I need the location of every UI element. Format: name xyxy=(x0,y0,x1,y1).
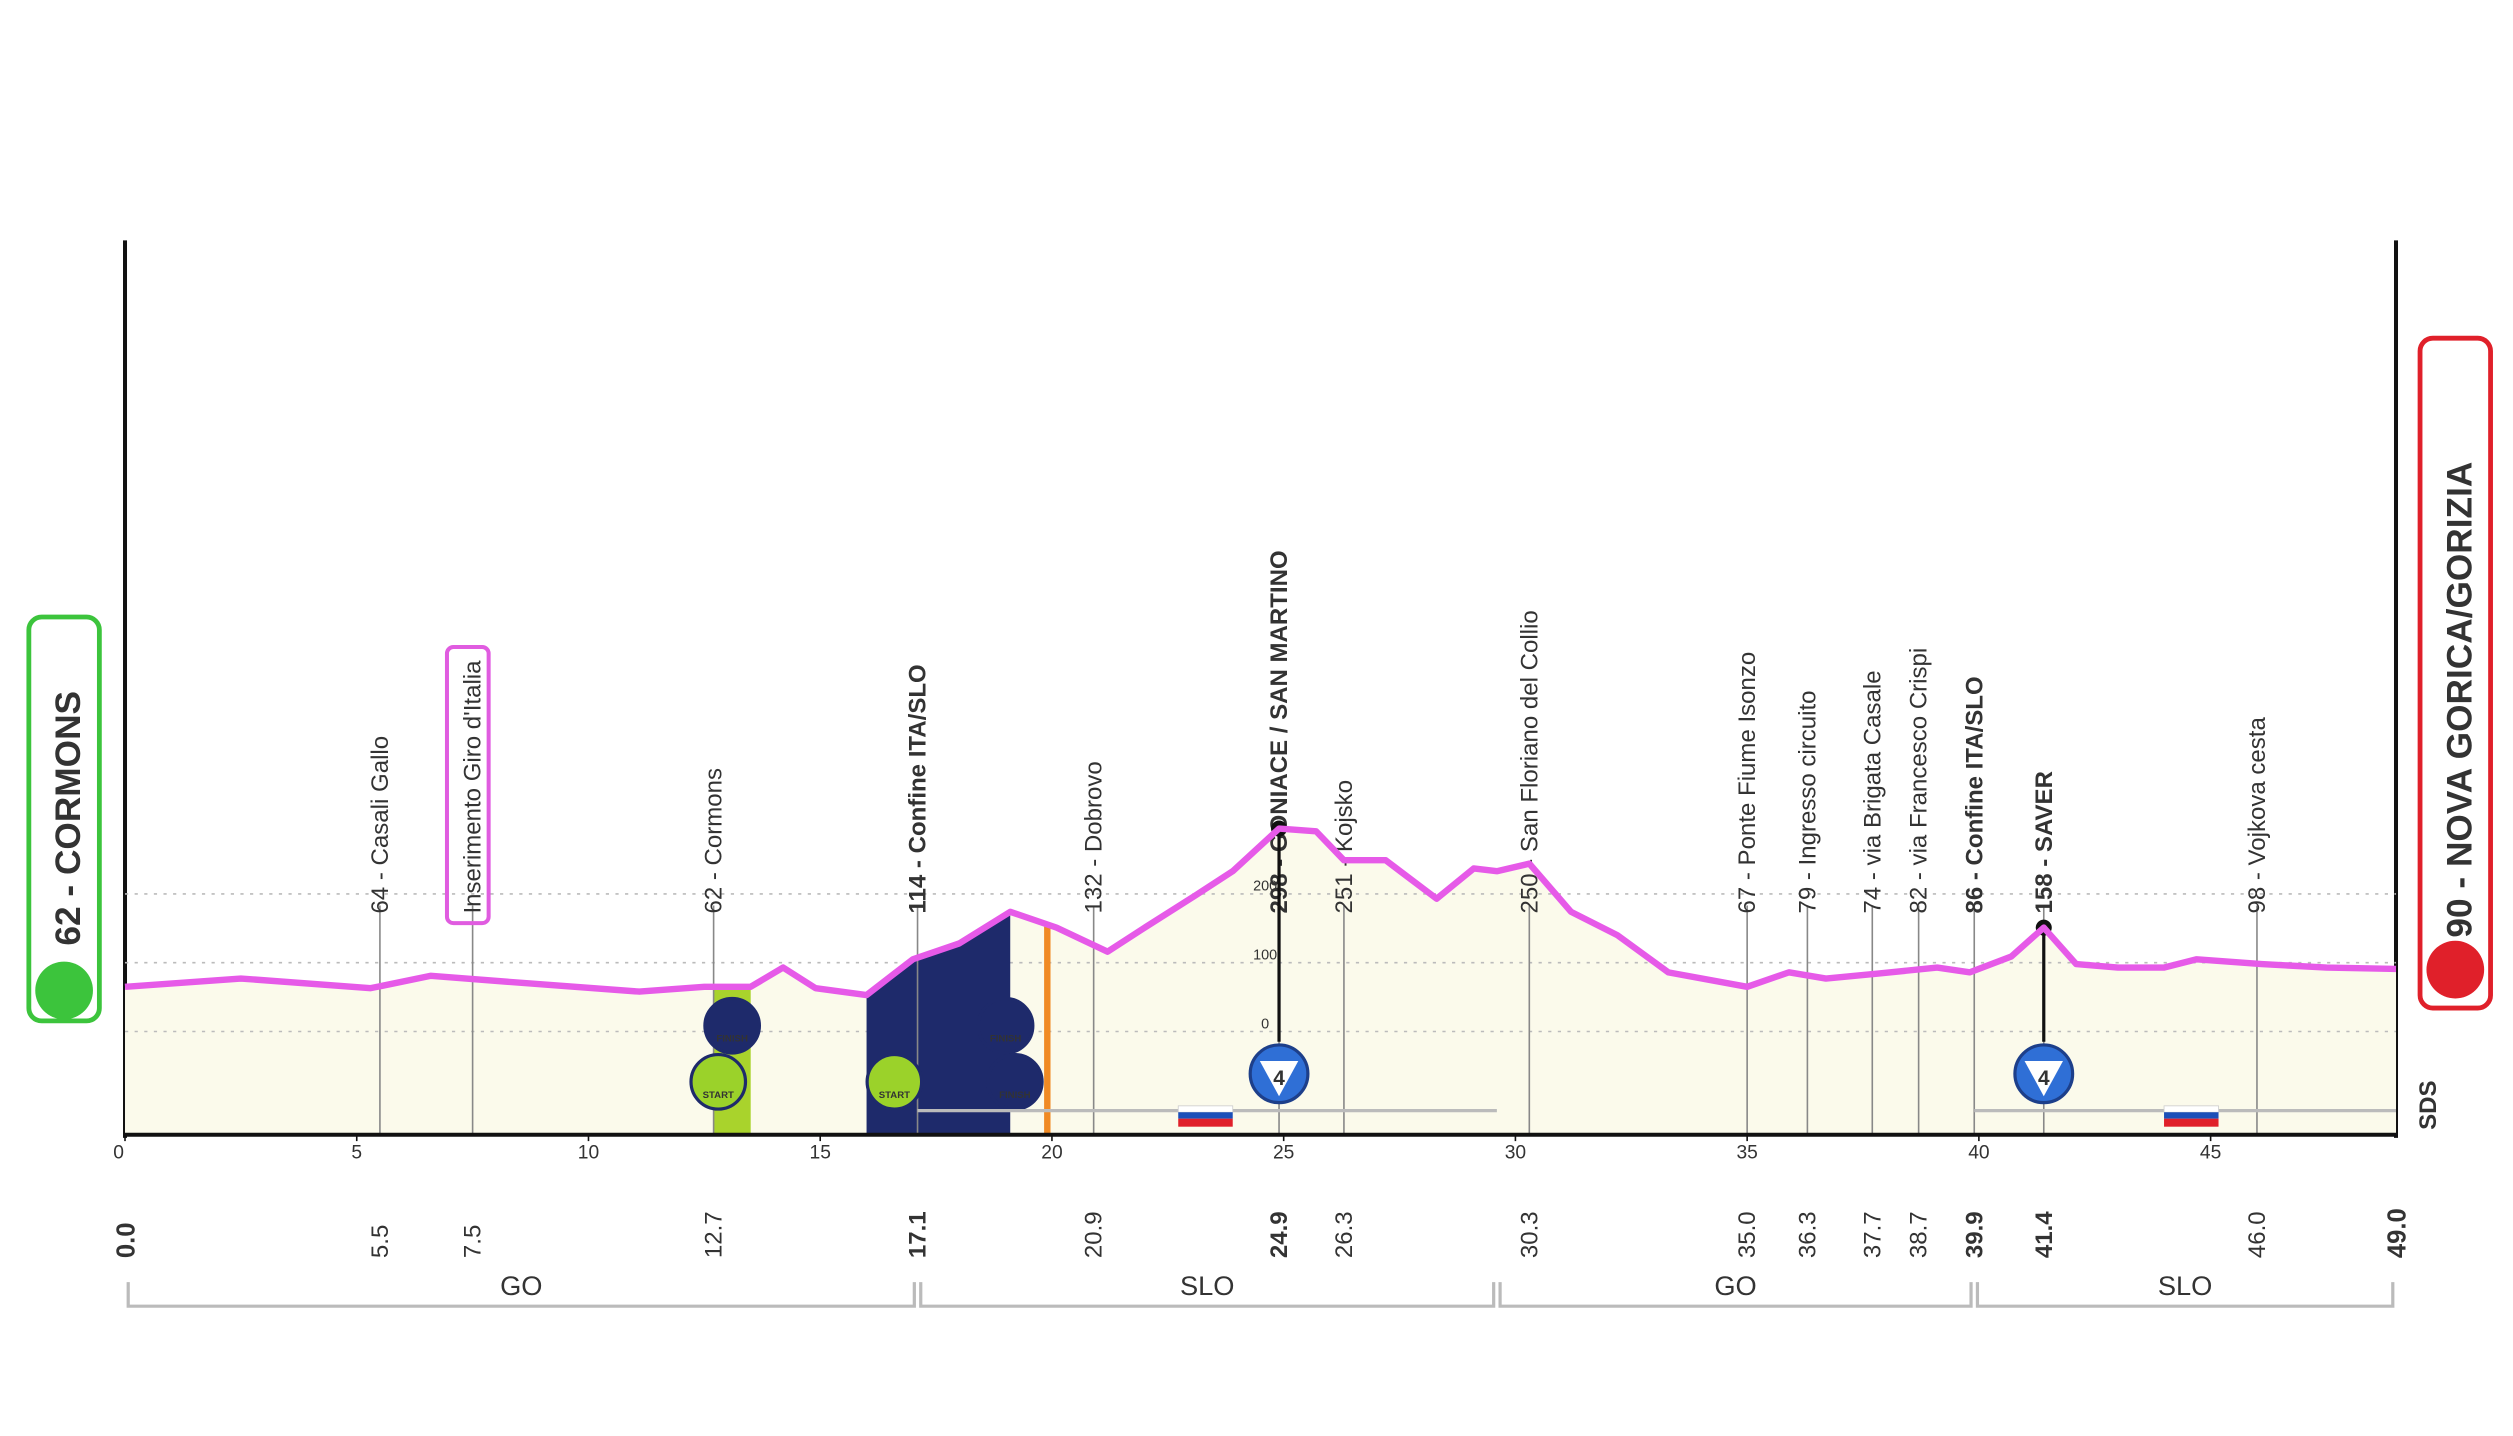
icon-label: FINISH xyxy=(990,1034,1022,1045)
icon xyxy=(689,1052,748,1111)
profile-area xyxy=(125,828,2397,1135)
profile-line xyxy=(124,825,2397,999)
start-label: 62 - CORMONS xyxy=(49,691,88,946)
waypoint-label: 79 - Ingresso circuito xyxy=(1794,690,1821,913)
km-label: 17.1 xyxy=(905,1211,932,1258)
km-label: 38.7 xyxy=(1906,1211,1933,1258)
waypoint-label: 98 - Vojkova cesta xyxy=(2244,717,2271,914)
waypoint-label: 251 - Kojsko xyxy=(1331,780,1358,914)
waypoint-label: 82 - via Francesco Crispi xyxy=(1906,648,1933,914)
km-label: 30.3 xyxy=(1516,1211,1543,1258)
start-icon xyxy=(35,961,93,1020)
icon-label: START xyxy=(703,1090,734,1101)
icon xyxy=(703,996,762,1055)
region-bracket xyxy=(1975,1282,2395,1308)
waypoint-label: 86 - Confine ITA/SLO xyxy=(1961,676,1988,913)
y-tick-label: 0 xyxy=(1261,1016,1269,1032)
region-label: GO xyxy=(500,1270,542,1301)
km-label: 41.4 xyxy=(2031,1211,2058,1258)
flag-b xyxy=(1178,1112,1233,1119)
climb-triangle xyxy=(1259,1060,1299,1097)
waypoint-label: 62 - Cormons xyxy=(701,768,728,914)
climb-category: 4 xyxy=(2038,1067,2050,1090)
km-label: 46.0 xyxy=(2244,1211,2271,1258)
km-label: 0.0 xyxy=(113,1222,141,1258)
icon-label: FINISH xyxy=(716,1034,748,1045)
finish-icon xyxy=(2426,940,2485,999)
km-label: 12.7 xyxy=(701,1211,728,1258)
km-label: 36.3 xyxy=(1794,1211,1821,1258)
icon-label: FINISH xyxy=(999,1090,1031,1101)
x-tick-label: 25 xyxy=(1273,1143,1294,1164)
waypoint-label: 114 - Confine ITA/SLO xyxy=(905,664,932,913)
flag-r xyxy=(1178,1118,1233,1127)
x-tick-label: 10 xyxy=(578,1143,599,1164)
km-label: 35.0 xyxy=(1734,1211,1761,1258)
finish-box xyxy=(2417,335,2493,1011)
flag-w xyxy=(1177,1105,1234,1113)
region-label: GO xyxy=(1714,1270,1756,1301)
km-label: 49.0 xyxy=(2384,1208,2412,1258)
km-label: 20.9 xyxy=(1081,1211,1108,1258)
finish-label: 90 - NOVA GORICA/GORIZIA xyxy=(2440,462,2479,938)
waypoint-label: 64 - Casali Gallo xyxy=(367,736,394,914)
climb-triangle xyxy=(2024,1060,2064,1097)
flag-b xyxy=(2164,1112,2219,1119)
start-box xyxy=(26,614,102,1024)
km-label: 26.3 xyxy=(1331,1211,1358,1258)
x-tick-label: 35 xyxy=(1736,1143,1757,1164)
flag-w xyxy=(2163,1105,2219,1113)
region-label: SLO xyxy=(2158,1270,2213,1301)
x-tick-label: 0 xyxy=(113,1143,124,1164)
logo: SDS xyxy=(2415,1080,2442,1129)
y-tick-label: 200 xyxy=(1253,879,1277,895)
waypoint-label: Inserimento Giro d'Italia xyxy=(460,660,487,914)
climb-category: 4 xyxy=(1273,1067,1285,1090)
x-tick-label: 40 xyxy=(1968,1143,1989,1164)
waypoint-label: 132 - Dobrovo xyxy=(1081,761,1108,913)
km-label: 39.9 xyxy=(1961,1211,1988,1258)
km-label: 37.7 xyxy=(1859,1211,1886,1258)
region-bracket xyxy=(1498,1282,1973,1308)
waypoint-label: 67 - Ponte Fiume Isonzo xyxy=(1734,652,1761,914)
region-bracket xyxy=(126,1282,916,1308)
waypoint-label: 74 - via Brigata Casale xyxy=(1859,670,1886,913)
icon xyxy=(865,1052,924,1111)
y-tick-label: 100 xyxy=(1253,948,1277,964)
x-tick-label: 20 xyxy=(1041,1143,1062,1164)
icon xyxy=(976,996,1035,1055)
waypoint-label: 158 - SAVER xyxy=(2031,771,2058,913)
x-tick-label: 30 xyxy=(1505,1143,1526,1164)
km-label: 5.5 xyxy=(367,1225,394,1258)
icon xyxy=(986,1052,1044,1111)
x-tick-label: 45 xyxy=(2200,1143,2221,1164)
km-label: 7.5 xyxy=(460,1225,487,1258)
flag-r xyxy=(2164,1118,2219,1127)
x-tick-label: 15 xyxy=(810,1143,831,1164)
x-tick-label: 5 xyxy=(351,1143,362,1164)
region-bracket xyxy=(919,1282,1496,1308)
km-label: 24.9 xyxy=(1266,1211,1293,1258)
region-label: SLO xyxy=(1180,1270,1235,1301)
icon-label: START xyxy=(879,1090,910,1101)
waypoint-box xyxy=(444,645,491,926)
